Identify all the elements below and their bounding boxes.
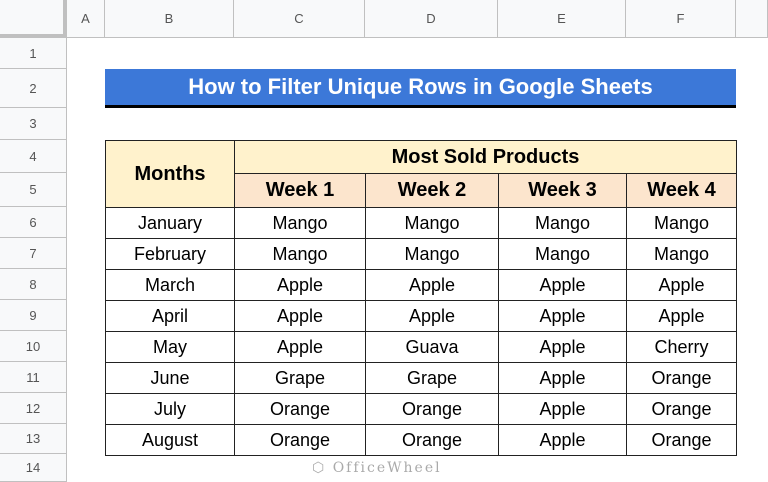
row-header[interactable]: 4: [0, 140, 67, 173]
table-row: June Grape Grape Apple Orange: [105, 362, 737, 394]
row-header[interactable]: 13: [0, 424, 67, 454]
product-cell[interactable]: Guava: [365, 331, 499, 363]
product-cell[interactable]: Orange: [234, 393, 366, 425]
product-cell[interactable]: Apple: [234, 269, 366, 301]
month-cell[interactable]: March: [105, 269, 235, 301]
column-header[interactable]: D: [365, 0, 498, 38]
product-cell[interactable]: Mango: [626, 207, 737, 239]
product-cell[interactable]: Mango: [234, 207, 366, 239]
week-header[interactable]: Week 3: [498, 173, 627, 208]
table-row: May Apple Guava Apple Cherry: [105, 331, 737, 363]
product-cell[interactable]: Apple: [234, 300, 366, 332]
month-cell[interactable]: April: [105, 300, 235, 332]
product-cell[interactable]: Orange: [626, 393, 737, 425]
row-header[interactable]: 7: [0, 238, 67, 269]
product-cell[interactable]: Mango: [365, 207, 499, 239]
sheet-title: How to Filter Unique Rows in Google Shee…: [105, 69, 736, 108]
month-cell[interactable]: June: [105, 362, 235, 394]
table-row: March Apple Apple Apple Apple: [105, 269, 737, 301]
row-header[interactable]: 10: [0, 331, 67, 362]
product-cell[interactable]: Grape: [234, 362, 366, 394]
product-cell[interactable]: Apple: [498, 269, 627, 301]
row-header[interactable]: 3: [0, 108, 67, 140]
products-table: Months Most Sold Products Week 1 Week 2 We…: [105, 140, 737, 456]
column-header[interactable]: A: [67, 0, 105, 38]
row-header[interactable]: 1: [0, 38, 67, 69]
month-cell[interactable]: January: [105, 207, 235, 239]
watermark-text: OfficeWheel: [332, 460, 442, 476]
week-header[interactable]: Week 4: [626, 173, 737, 208]
product-cell[interactable]: Mango: [498, 238, 627, 270]
table-row: July Orange Orange Apple Orange: [105, 393, 737, 425]
product-cell[interactable]: Orange: [234, 424, 366, 456]
table-row: August Orange Orange Apple Orange: [105, 424, 737, 456]
product-cell[interactable]: Apple: [365, 269, 499, 301]
column-header[interactable]: C: [234, 0, 365, 38]
product-cell[interactable]: Apple: [498, 300, 627, 332]
row-header[interactable]: 5: [0, 173, 67, 207]
month-cell[interactable]: February: [105, 238, 235, 270]
table-row: January Mango Mango Mango Mango: [105, 207, 737, 239]
watermark-logo: ⬡ OfficeWheel: [312, 460, 442, 476]
most-sold-header[interactable]: Most Sold Products: [234, 140, 737, 174]
product-cell[interactable]: Apple: [365, 300, 499, 332]
column-header[interactable]: E: [498, 0, 626, 38]
product-cell[interactable]: Mango: [365, 238, 499, 270]
product-cell[interactable]: Apple: [498, 393, 627, 425]
product-cell[interactable]: Orange: [365, 393, 499, 425]
product-cell[interactable]: Apple: [626, 300, 737, 332]
product-cell[interactable]: Grape: [365, 362, 499, 394]
table-row: April Apple Apple Apple Apple: [105, 300, 737, 332]
product-cell[interactable]: Cherry: [626, 331, 737, 363]
month-cell[interactable]: August: [105, 424, 235, 456]
column-header[interactable]: [736, 0, 768, 38]
week-header[interactable]: Week 1: [234, 173, 366, 208]
row-header[interactable]: 2: [0, 69, 67, 108]
product-cell[interactable]: Mango: [234, 238, 366, 270]
product-cell[interactable]: Orange: [626, 424, 737, 456]
months-header[interactable]: Months: [105, 140, 235, 208]
row-header[interactable]: 6: [0, 207, 67, 238]
row-header[interactable]: 9: [0, 300, 67, 331]
product-cell[interactable]: Orange: [365, 424, 499, 456]
column-header[interactable]: F: [626, 0, 736, 38]
row-header[interactable]: 12: [0, 393, 67, 424]
product-cell[interactable]: Apple: [498, 331, 627, 363]
product-cell[interactable]: Orange: [626, 362, 737, 394]
product-cell[interactable]: Mango: [626, 238, 737, 270]
month-cell[interactable]: July: [105, 393, 235, 425]
column-header[interactable]: B: [105, 0, 234, 38]
select-all-corner[interactable]: [0, 0, 67, 38]
month-cell[interactable]: May: [105, 331, 235, 363]
product-cell[interactable]: Apple: [626, 269, 737, 301]
product-cell[interactable]: Apple: [498, 362, 627, 394]
product-cell[interactable]: Mango: [498, 207, 627, 239]
row-header[interactable]: 8: [0, 269, 67, 300]
table-row: February Mango Mango Mango Mango: [105, 238, 737, 270]
product-cell[interactable]: Apple: [234, 331, 366, 363]
row-header[interactable]: 11: [0, 362, 67, 393]
product-cell[interactable]: Apple: [498, 424, 627, 456]
week-header[interactable]: Week 2: [365, 173, 499, 208]
row-header[interactable]: 14: [0, 454, 67, 482]
